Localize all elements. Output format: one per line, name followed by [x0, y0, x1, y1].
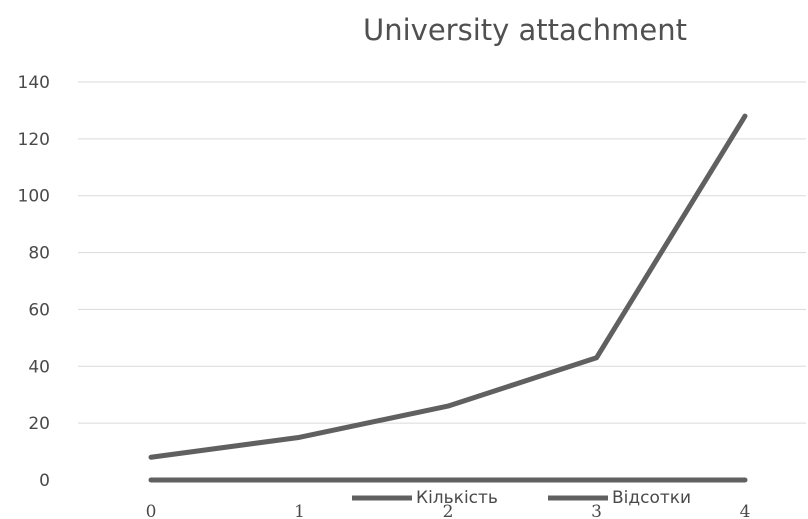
y-tick-label: 20: [28, 414, 50, 434]
legend: Кількість Відсотки: [352, 488, 691, 508]
x-tick-label: 3: [591, 502, 602, 519]
y-axis-ticks: 0 20 40 60 80 100 120 140: [18, 73, 50, 491]
gridlines: [78, 81, 806, 424]
y-tick-label: 120: [18, 130, 50, 150]
legend-label: Кількість: [416, 488, 498, 508]
y-tick-label: 80: [28, 244, 50, 264]
y-tick-label: 60: [28, 300, 50, 320]
x-tick-label: 0: [146, 502, 157, 519]
x-tick-label: 1: [294, 502, 305, 519]
y-tick-label: 100: [18, 187, 50, 207]
chart-title: University attachment: [363, 13, 687, 47]
series-lines: [148, 113, 748, 483]
x-tick-label: 2: [443, 502, 454, 519]
y-tick-label: 140: [18, 73, 50, 93]
x-axis-ticks: 0 1 2 3 4: [146, 502, 751, 519]
y-tick-label: 40: [28, 357, 50, 377]
x-tick-label: 4: [740, 502, 751, 519]
legend-label: Відсотки: [612, 488, 691, 508]
y-tick-label: 0: [39, 471, 50, 491]
